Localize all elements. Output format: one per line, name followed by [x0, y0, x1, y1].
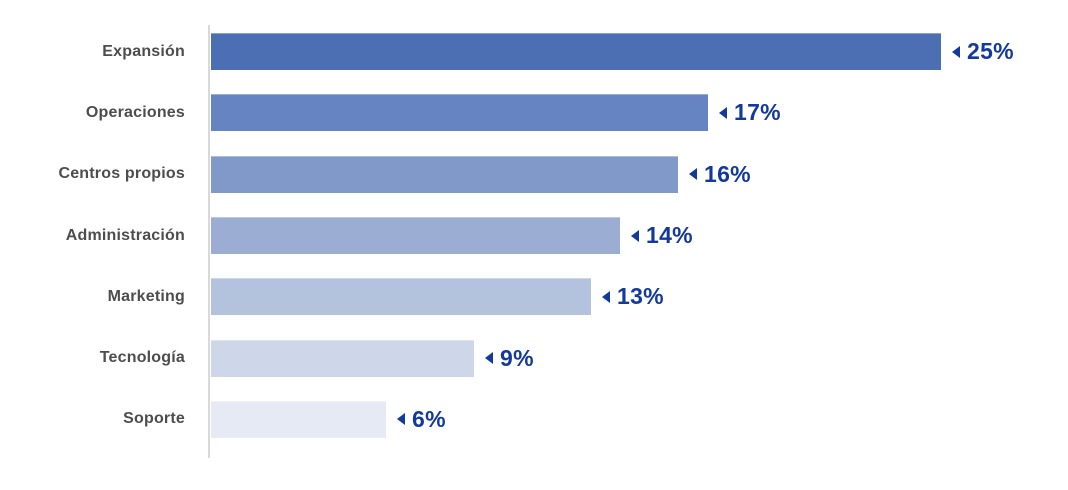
- bar: [211, 339, 474, 377]
- left-triangle-icon: [631, 229, 639, 242]
- value-label: 6%: [397, 406, 446, 433]
- value-text: 16%: [704, 160, 751, 187]
- category-label: Marketing: [107, 287, 185, 305]
- left-triangle-icon: [719, 106, 727, 119]
- left-triangle-icon: [689, 168, 697, 181]
- value-text: 6%: [412, 405, 446, 432]
- chart-rows: Expansión 25% Operaciones 17% Centros propio…: [0, 21, 1068, 450]
- plot-area: 14%: [211, 217, 1058, 255]
- value-label: 17%: [719, 99, 781, 126]
- bar: [211, 278, 591, 316]
- value-text: 14%: [646, 222, 693, 249]
- left-triangle-icon: [397, 413, 405, 426]
- value-text: 25%: [967, 38, 1014, 65]
- bar: [211, 155, 678, 193]
- plot-area: 17%: [211, 94, 1058, 132]
- category-label: Operaciones: [85, 103, 185, 121]
- plot-area: 16%: [211, 155, 1058, 193]
- plot-area: 9%: [211, 339, 1058, 377]
- value-text: 13%: [617, 283, 664, 310]
- bar: [211, 33, 941, 71]
- value-label: 16%: [689, 161, 751, 188]
- value-label: 14%: [631, 222, 693, 249]
- category-label: Soporte: [123, 410, 185, 428]
- bar: [211, 94, 708, 132]
- value-text: 9%: [500, 344, 534, 371]
- y-axis-line: [208, 25, 210, 458]
- chart-row: Centros propios 16%: [0, 144, 1068, 205]
- plot-area: 25%: [211, 33, 1058, 71]
- chart-row: Administración 14%: [0, 205, 1068, 266]
- chart-row: Soporte 6%: [0, 389, 1068, 450]
- chart-row: Marketing 13%: [0, 266, 1068, 327]
- category-label: Tecnología: [99, 349, 185, 367]
- value-label: 9%: [485, 345, 534, 372]
- category-label: Expansión: [102, 42, 185, 60]
- bar: [211, 400, 386, 438]
- chart-row: Operaciones 17%: [0, 82, 1068, 143]
- left-triangle-icon: [485, 352, 493, 365]
- value-label: 25%: [952, 38, 1014, 65]
- left-triangle-icon: [602, 290, 610, 303]
- chart-row: Expansión 25%: [0, 21, 1068, 82]
- category-label: Administración: [65, 226, 185, 244]
- plot-area: 13%: [211, 278, 1058, 316]
- category-label: Centros propios: [58, 165, 185, 183]
- left-triangle-icon: [952, 45, 960, 58]
- value-label: 13%: [602, 283, 664, 310]
- chart-row: Tecnología 9%: [0, 327, 1068, 388]
- bar: [211, 217, 620, 255]
- value-text: 17%: [734, 99, 781, 126]
- plot-area: 6%: [211, 400, 1058, 438]
